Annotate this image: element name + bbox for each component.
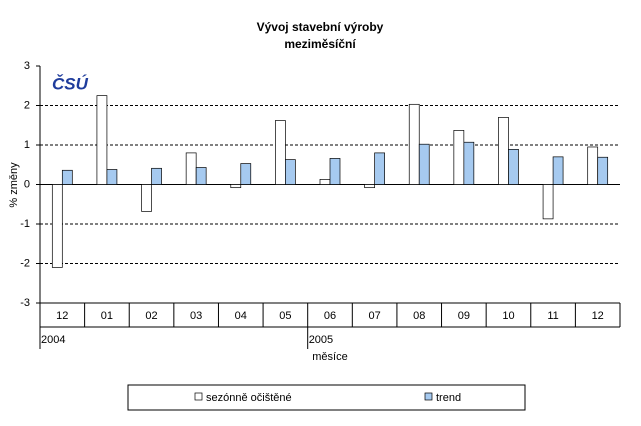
bar: [453, 130, 465, 185]
bar: [51, 184, 63, 268]
bar: [319, 179, 331, 185]
bar: [185, 152, 197, 185]
bar: [285, 159, 296, 185]
bar: [597, 156, 609, 185]
x-tick-label: 05: [279, 310, 291, 322]
bar: [364, 184, 375, 189]
x-tick-label: 12: [56, 310, 68, 322]
year-label: 2004: [41, 334, 65, 346]
bar: [587, 146, 599, 185]
x-tick-label: 08: [413, 310, 425, 322]
bar: [61, 169, 73, 185]
bar: [141, 184, 152, 212]
bar: [542, 184, 554, 220]
x-axis-label: měsíce: [312, 351, 347, 363]
x-tick-label: 04: [235, 310, 247, 322]
y-tick-label: -1: [20, 218, 30, 230]
x-tick-label: 07: [368, 310, 380, 322]
bar: [498, 116, 509, 185]
y-tick-label: 0: [24, 178, 30, 190]
legend-swatch: [194, 392, 203, 401]
bar: [418, 143, 430, 185]
x-tick-label: 12: [592, 310, 604, 322]
bar: [463, 141, 475, 185]
y-axis-label: % změny: [8, 162, 20, 208]
year-label: 2005: [309, 334, 333, 346]
chart-subtitle: meziměsíční: [284, 37, 356, 51]
bar: [552, 156, 564, 185]
bar: [96, 95, 108, 185]
x-tick-label: 09: [458, 310, 470, 322]
legend: [127, 384, 526, 411]
bar: [275, 120, 286, 185]
x-tick-label: 10: [502, 310, 514, 322]
bar: [195, 167, 207, 185]
y-tick-label: -2: [20, 257, 30, 269]
x-tick-label: 03: [190, 310, 202, 322]
legend-swatch: [424, 392, 433, 401]
bar: [374, 152, 385, 185]
x-tick-label: 01: [101, 310, 113, 322]
y-tick-label: 1: [24, 139, 30, 151]
bar: [508, 148, 519, 185]
legend-label: sezónně očištěné: [206, 392, 292, 404]
chart-title: Vývoj stavební výroby: [257, 20, 384, 34]
y-tick-label: 2: [24, 99, 30, 111]
bar: [151, 167, 162, 185]
bar: [240, 163, 252, 185]
bar: [230, 184, 242, 189]
x-tick-label: 02: [145, 310, 157, 322]
legend-label: trend: [436, 392, 461, 404]
x-tick-label: 06: [324, 310, 336, 322]
bar: [329, 158, 341, 185]
x-tick-label: 11: [547, 310, 558, 322]
logo: ČSÚ: [52, 74, 89, 93]
y-tick-label: -3: [20, 297, 30, 309]
bar: [408, 103, 420, 185]
bar: [106, 169, 118, 185]
y-tick-label: 3: [24, 60, 30, 72]
